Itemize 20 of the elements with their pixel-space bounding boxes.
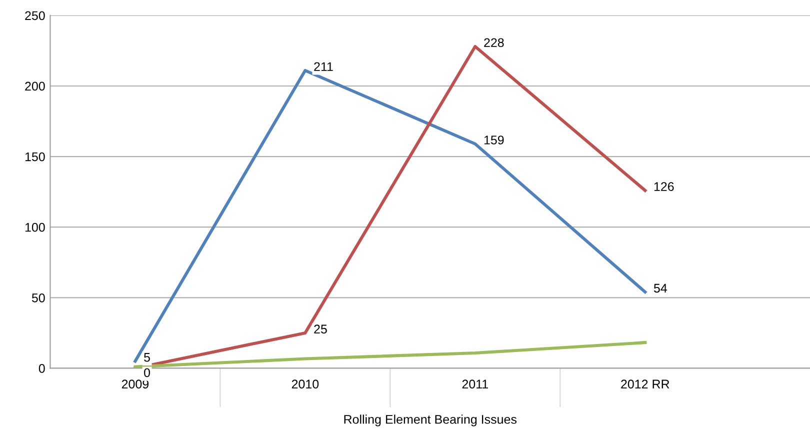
x-axis-title: Rolling Element Bearing Issues — [344, 414, 517, 426]
data-label: 211 — [314, 62, 333, 71]
line-series — [134, 341, 647, 368]
y-tick-label: 150 — [25, 152, 45, 162]
data-label: 126 — [654, 182, 674, 191]
y-tick-label: 50 — [32, 293, 45, 302]
data-label: 0 — [144, 368, 150, 378]
x-tick-label: 2012 RR — [621, 380, 670, 389]
y-tick-label: 0 — [38, 364, 45, 373]
y-tick-label: 200 — [25, 82, 45, 91]
data-label: 25 — [314, 324, 327, 334]
y-tick-label: 250 — [25, 11, 45, 20]
data-label: 5 — [144, 353, 150, 362]
x-tick-label: 2011 — [462, 380, 488, 389]
x-tick-label: 2009 — [122, 380, 149, 389]
y-tick-label: 100 — [25, 222, 45, 232]
data-label: 54 — [654, 284, 667, 293]
data-label: 228 — [484, 38, 504, 48]
x-tick-label: 2010 — [292, 380, 319, 389]
data-label: 159 — [484, 136, 504, 144]
